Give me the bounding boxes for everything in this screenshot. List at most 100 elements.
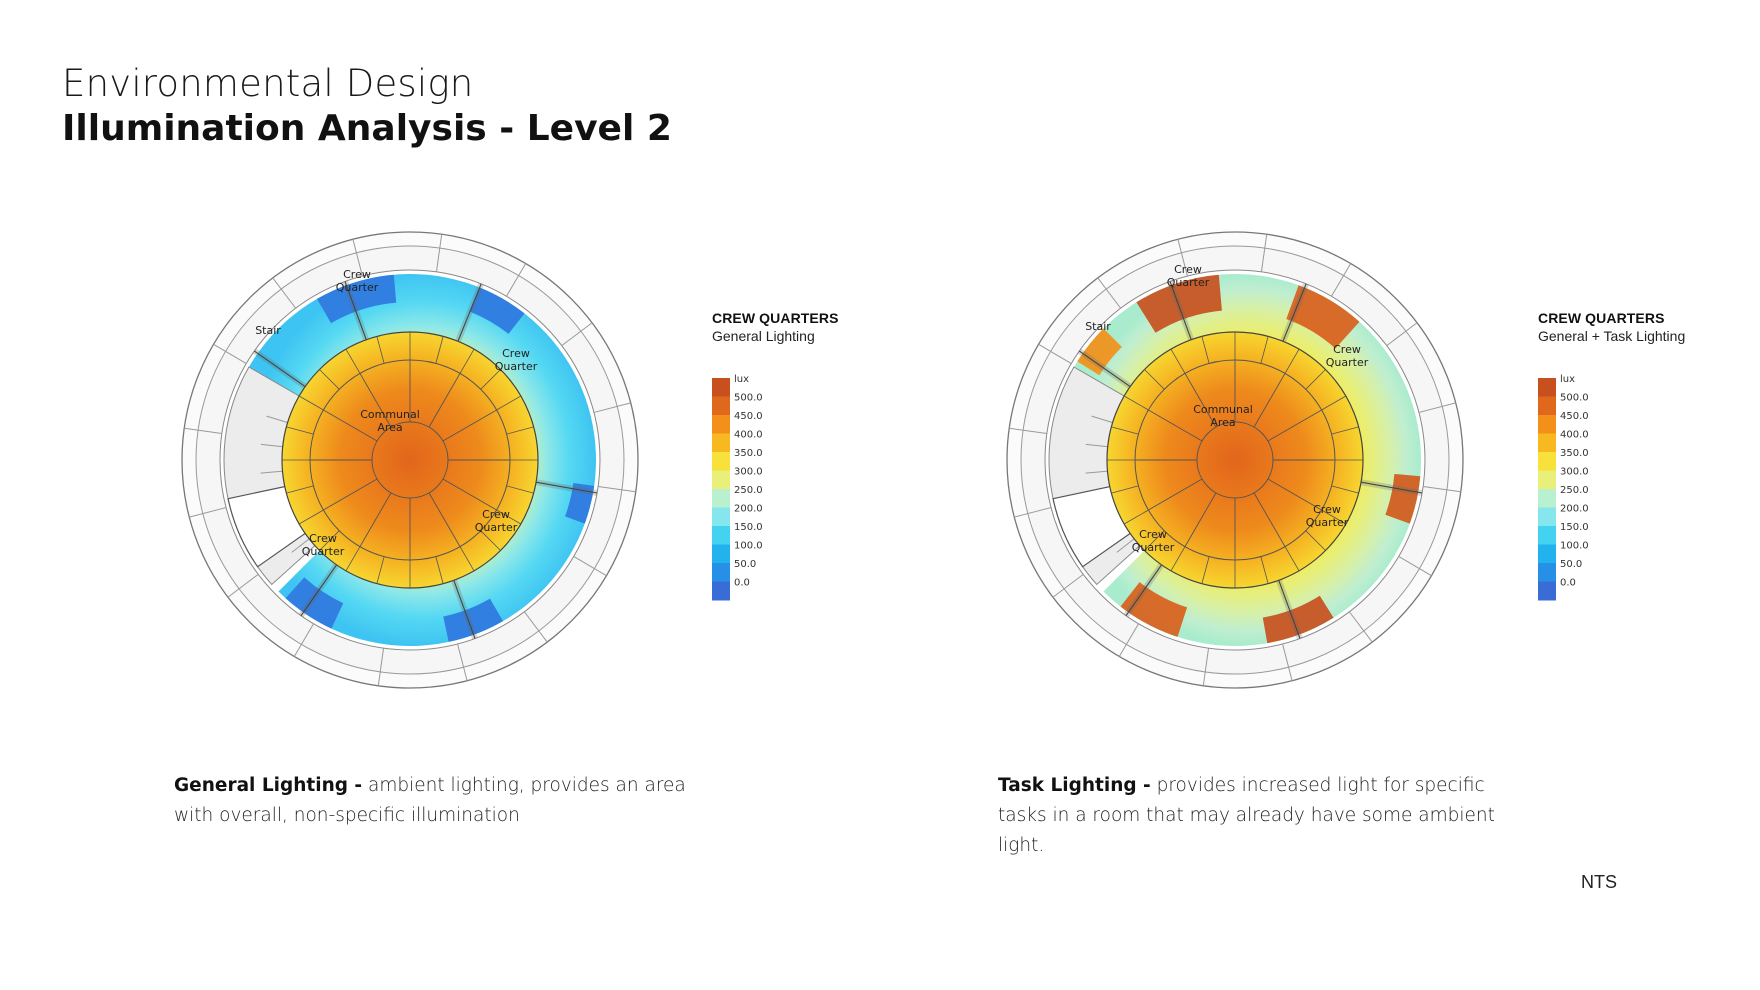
communal-partition — [1253, 492, 1286, 547]
ring-partition — [1201, 556, 1210, 584]
label-crew-quarter-top-line: Quarter — [336, 281, 379, 294]
ring-partition — [1111, 426, 1139, 435]
label-stair: Stair — [255, 324, 281, 337]
ring-partition — [1260, 336, 1269, 364]
ring-partition — [459, 348, 475, 374]
lux-patch — [469, 287, 525, 334]
crew-quarter-wall — [1278, 580, 1301, 639]
label-crew-quarter-bottom-left: Crew Quarter — [1132, 528, 1175, 554]
hull-rib — [1418, 402, 1456, 413]
ring-partition — [506, 426, 534, 435]
hull-rib — [377, 648, 385, 686]
label-crew-quarter-right: Crew Quarter — [1326, 343, 1369, 369]
hull-rib — [272, 277, 297, 309]
hull-rib — [184, 427, 222, 435]
communal-partition — [1184, 373, 1217, 428]
crew-quarter-wall — [300, 564, 338, 616]
hull-rib — [1386, 322, 1418, 347]
hull-rib — [457, 643, 468, 681]
scale-tick-label: 50.0 — [1560, 559, 1582, 570]
ring-partition — [1144, 369, 1165, 390]
ring-partition — [435, 556, 444, 584]
crew-quarter-wall — [457, 283, 482, 342]
ring-partition — [286, 485, 314, 494]
communal-partition — [1148, 409, 1203, 442]
label-crew-quarter-bottom-right-line: Crew — [482, 508, 510, 521]
communal-partition — [1184, 492, 1217, 547]
crew-quarter-wall — [254, 350, 306, 388]
ring-partition — [1170, 348, 1186, 374]
floor-plan-general-lighting: Crew Quarter Crew Quarter Crew Quarter Crew Qua… — [150, 200, 670, 720]
label-crew-quarter-right-line: Quarter — [495, 360, 538, 373]
scale-swatch — [1538, 581, 1556, 601]
scale-swatch — [712, 433, 730, 453]
scale-swatch — [712, 396, 730, 416]
ring-partition — [1284, 348, 1300, 374]
scale-swatch — [1538, 378, 1556, 397]
communal-partition — [359, 373, 392, 428]
hull-rib — [1260, 234, 1268, 272]
ring-partition — [298, 395, 324, 411]
scale-swatch — [1538, 470, 1556, 490]
hull-rib — [1177, 239, 1188, 277]
ring-partition — [1331, 485, 1359, 494]
ring-partition — [496, 395, 522, 411]
label-crew-quarter-right-line: Crew — [502, 347, 530, 360]
scale-swatch — [712, 507, 730, 527]
ring-partition — [345, 348, 361, 374]
scale-unit-label: lux — [734, 374, 749, 385]
hull-rib — [1097, 277, 1122, 309]
scale-tick-label: 200.0 — [734, 504, 763, 515]
label-crew-quarter-bottom-left-line: Crew — [1139, 528, 1167, 541]
label-communal-area: Communal Area — [360, 408, 420, 434]
hull-rib — [213, 343, 247, 364]
lux-patch — [1136, 274, 1222, 333]
ring-partition — [1284, 546, 1300, 572]
scale-tick-label: 500.0 — [1560, 393, 1589, 404]
scale-swatch — [712, 489, 730, 508]
lux-patch — [1286, 285, 1360, 349]
lux-patch — [1077, 328, 1122, 376]
label-crew-quarter-bottom-right: Crew Quarter — [475, 508, 518, 534]
hull-rib — [1282, 643, 1293, 681]
label-stair-line: Stair — [1085, 320, 1111, 333]
label-crew-quarter-bottom-right-line: Quarter — [1306, 516, 1349, 529]
hull-rib — [506, 263, 527, 297]
scale-swatch — [712, 378, 730, 397]
scale-tick-label: 50.0 — [734, 559, 756, 570]
communal-illumination — [282, 332, 538, 588]
scale-tick-label: 400.0 — [1560, 430, 1589, 441]
label-crew-quarter-bottom-left-line: Crew — [309, 532, 337, 545]
lux-patch — [443, 598, 503, 642]
scale-swatch — [712, 470, 730, 490]
communal-partition — [1148, 478, 1203, 511]
scale-swatch — [1538, 544, 1556, 564]
ring-partition — [480, 369, 501, 390]
communal-illumination — [1107, 332, 1363, 588]
lux-patch — [1120, 582, 1188, 637]
label-communal-area: Communal Area — [1193, 403, 1253, 429]
hull-rib — [1398, 556, 1432, 577]
scale-swatch — [712, 526, 730, 545]
ring-partition — [376, 556, 385, 584]
hull-rib — [1202, 648, 1210, 686]
color-scale: lux 500.0 450.0 400.0 350.0 300.0 250.0 200.0 15… — [712, 374, 763, 601]
scale-tick-label: 200.0 — [1560, 504, 1589, 515]
label-crew-quarter-top-line: Crew — [343, 268, 371, 281]
ring-partition — [1331, 426, 1359, 435]
scale-swatch — [1538, 415, 1556, 434]
label-crew-quarter-bottom-right-line: Quarter — [475, 521, 518, 534]
crew-quarter-wall — [1282, 283, 1307, 342]
scale-tick-label: 150.0 — [1560, 522, 1589, 533]
crew-quarter-wall — [1079, 350, 1131, 388]
communal-partition — [1253, 373, 1286, 428]
scale-tick-label: 0.0 — [1560, 578, 1576, 589]
communal-partition — [323, 409, 378, 442]
hull-rib — [1009, 427, 1047, 435]
ring-partition — [345, 546, 361, 572]
ring-partition — [319, 369, 340, 390]
hull-rib — [1038, 343, 1072, 364]
scale-swatch — [1538, 433, 1556, 453]
label-stair: Stair — [1085, 320, 1111, 333]
